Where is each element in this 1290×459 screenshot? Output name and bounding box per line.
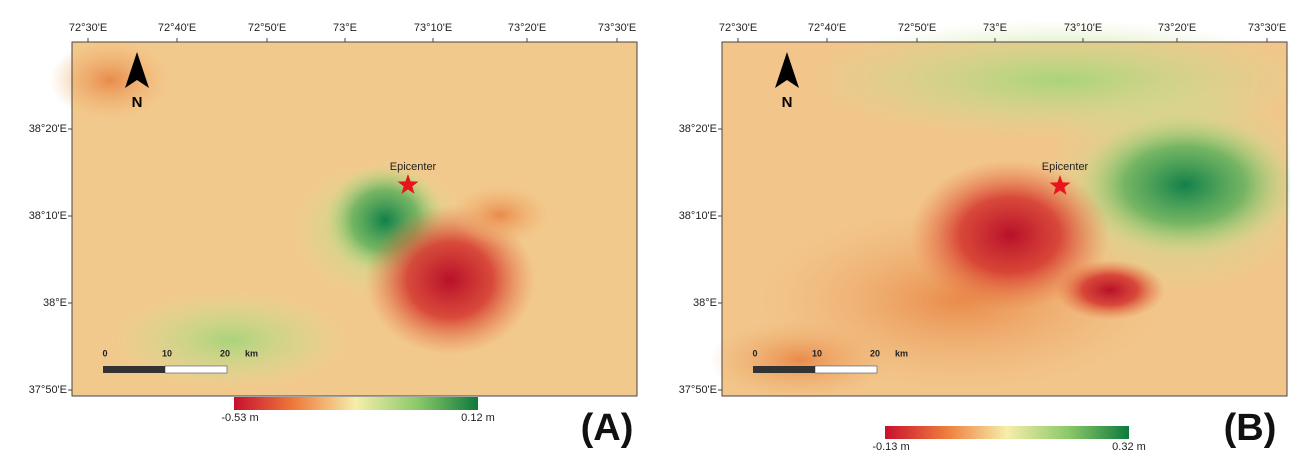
epicenter-label: Epicenter: [1042, 161, 1089, 173]
colorbar: [885, 426, 1129, 439]
scale-label: 20: [220, 348, 230, 358]
scale-label: 10: [162, 348, 172, 358]
map-frame: [721, 41, 1288, 397]
north-label: N: [132, 94, 143, 111]
longitude-label: 73°30'E: [598, 22, 636, 34]
colorbar-max: 0.12 m: [461, 412, 495, 424]
panel-label: (A): [581, 407, 634, 449]
colorbar-min: -0.53 m: [221, 412, 258, 424]
deformation-area: [910, 160, 1110, 310]
map-panel: 72°30'E 72°40'E 72°50'E 73°E 73°10'E 73°20'E 7…: [29, 22, 638, 449]
latitude-label: 38°E: [43, 297, 67, 309]
longitude-label: 72°50'E: [898, 22, 936, 34]
deformation-area: [50, 40, 170, 120]
longitude-label: 73°10'E: [1064, 22, 1102, 34]
colorbar: [234, 397, 478, 410]
scale-bar-dark: [753, 366, 815, 373]
colorbar-max: 0.32 m: [1112, 441, 1146, 453]
longitude-label: 72°50'E: [248, 22, 286, 34]
longitude-label: 72°40'E: [808, 22, 846, 34]
latitude-label: 38°E: [693, 297, 717, 309]
scale-label: 0: [752, 348, 757, 358]
latitude-label: 37°50'E: [679, 384, 717, 396]
longitude-label: 73°20'E: [1158, 22, 1196, 34]
longitude-label: 73°10'E: [414, 22, 452, 34]
latitude-label: 38°10'E: [679, 210, 717, 222]
longitude-label: 72°30'E: [69, 22, 107, 34]
deformation-area: [1055, 260, 1165, 320]
longitude-label: 73°20'E: [508, 22, 546, 34]
deformation-area: [450, 185, 550, 245]
north-label: N: [782, 94, 793, 111]
latitude-label: 37°50'E: [29, 384, 67, 396]
scale-label: km: [895, 348, 908, 358]
longitude-label: 72°40'E: [158, 22, 196, 34]
epicenter-star: [1049, 175, 1071, 195]
longitude-label: 73°E: [983, 22, 1007, 34]
latitude-label: 38°20'E: [679, 123, 717, 135]
scale-bar-light: [164, 365, 228, 374]
deformation-area: [110, 290, 350, 390]
longitude-label: 73°30'E: [1248, 22, 1286, 34]
longitude-label: 73°E: [333, 22, 357, 34]
map-frame: [71, 41, 638, 397]
scale-label: 20: [870, 348, 880, 358]
latitude-label: 38°10'E: [29, 210, 67, 222]
panel-label: (B): [1224, 407, 1277, 449]
map-panel: 72°30'E 72°40'E 72°50'E 73°E 73°10'E 73°20'E 7…: [679, 20, 1290, 453]
scale-label: km: [245, 348, 258, 358]
epicenter-star: [397, 174, 419, 194]
epicenter-label: Epicenter: [390, 161, 437, 173]
deformation-area: [710, 320, 890, 400]
colorbar-min: -0.13 m: [872, 441, 909, 453]
north-arrow: [775, 52, 799, 88]
latitude-label: 38°20'E: [29, 123, 67, 135]
deformation-area: [1075, 115, 1290, 255]
scale-label: 10: [812, 348, 822, 358]
scale-bar-dark: [103, 366, 165, 373]
scale-bar-light: [814, 365, 878, 374]
longitude-label: 72°30'E: [719, 22, 757, 34]
north-arrow: [125, 52, 149, 88]
scale-label: 0: [102, 348, 107, 358]
